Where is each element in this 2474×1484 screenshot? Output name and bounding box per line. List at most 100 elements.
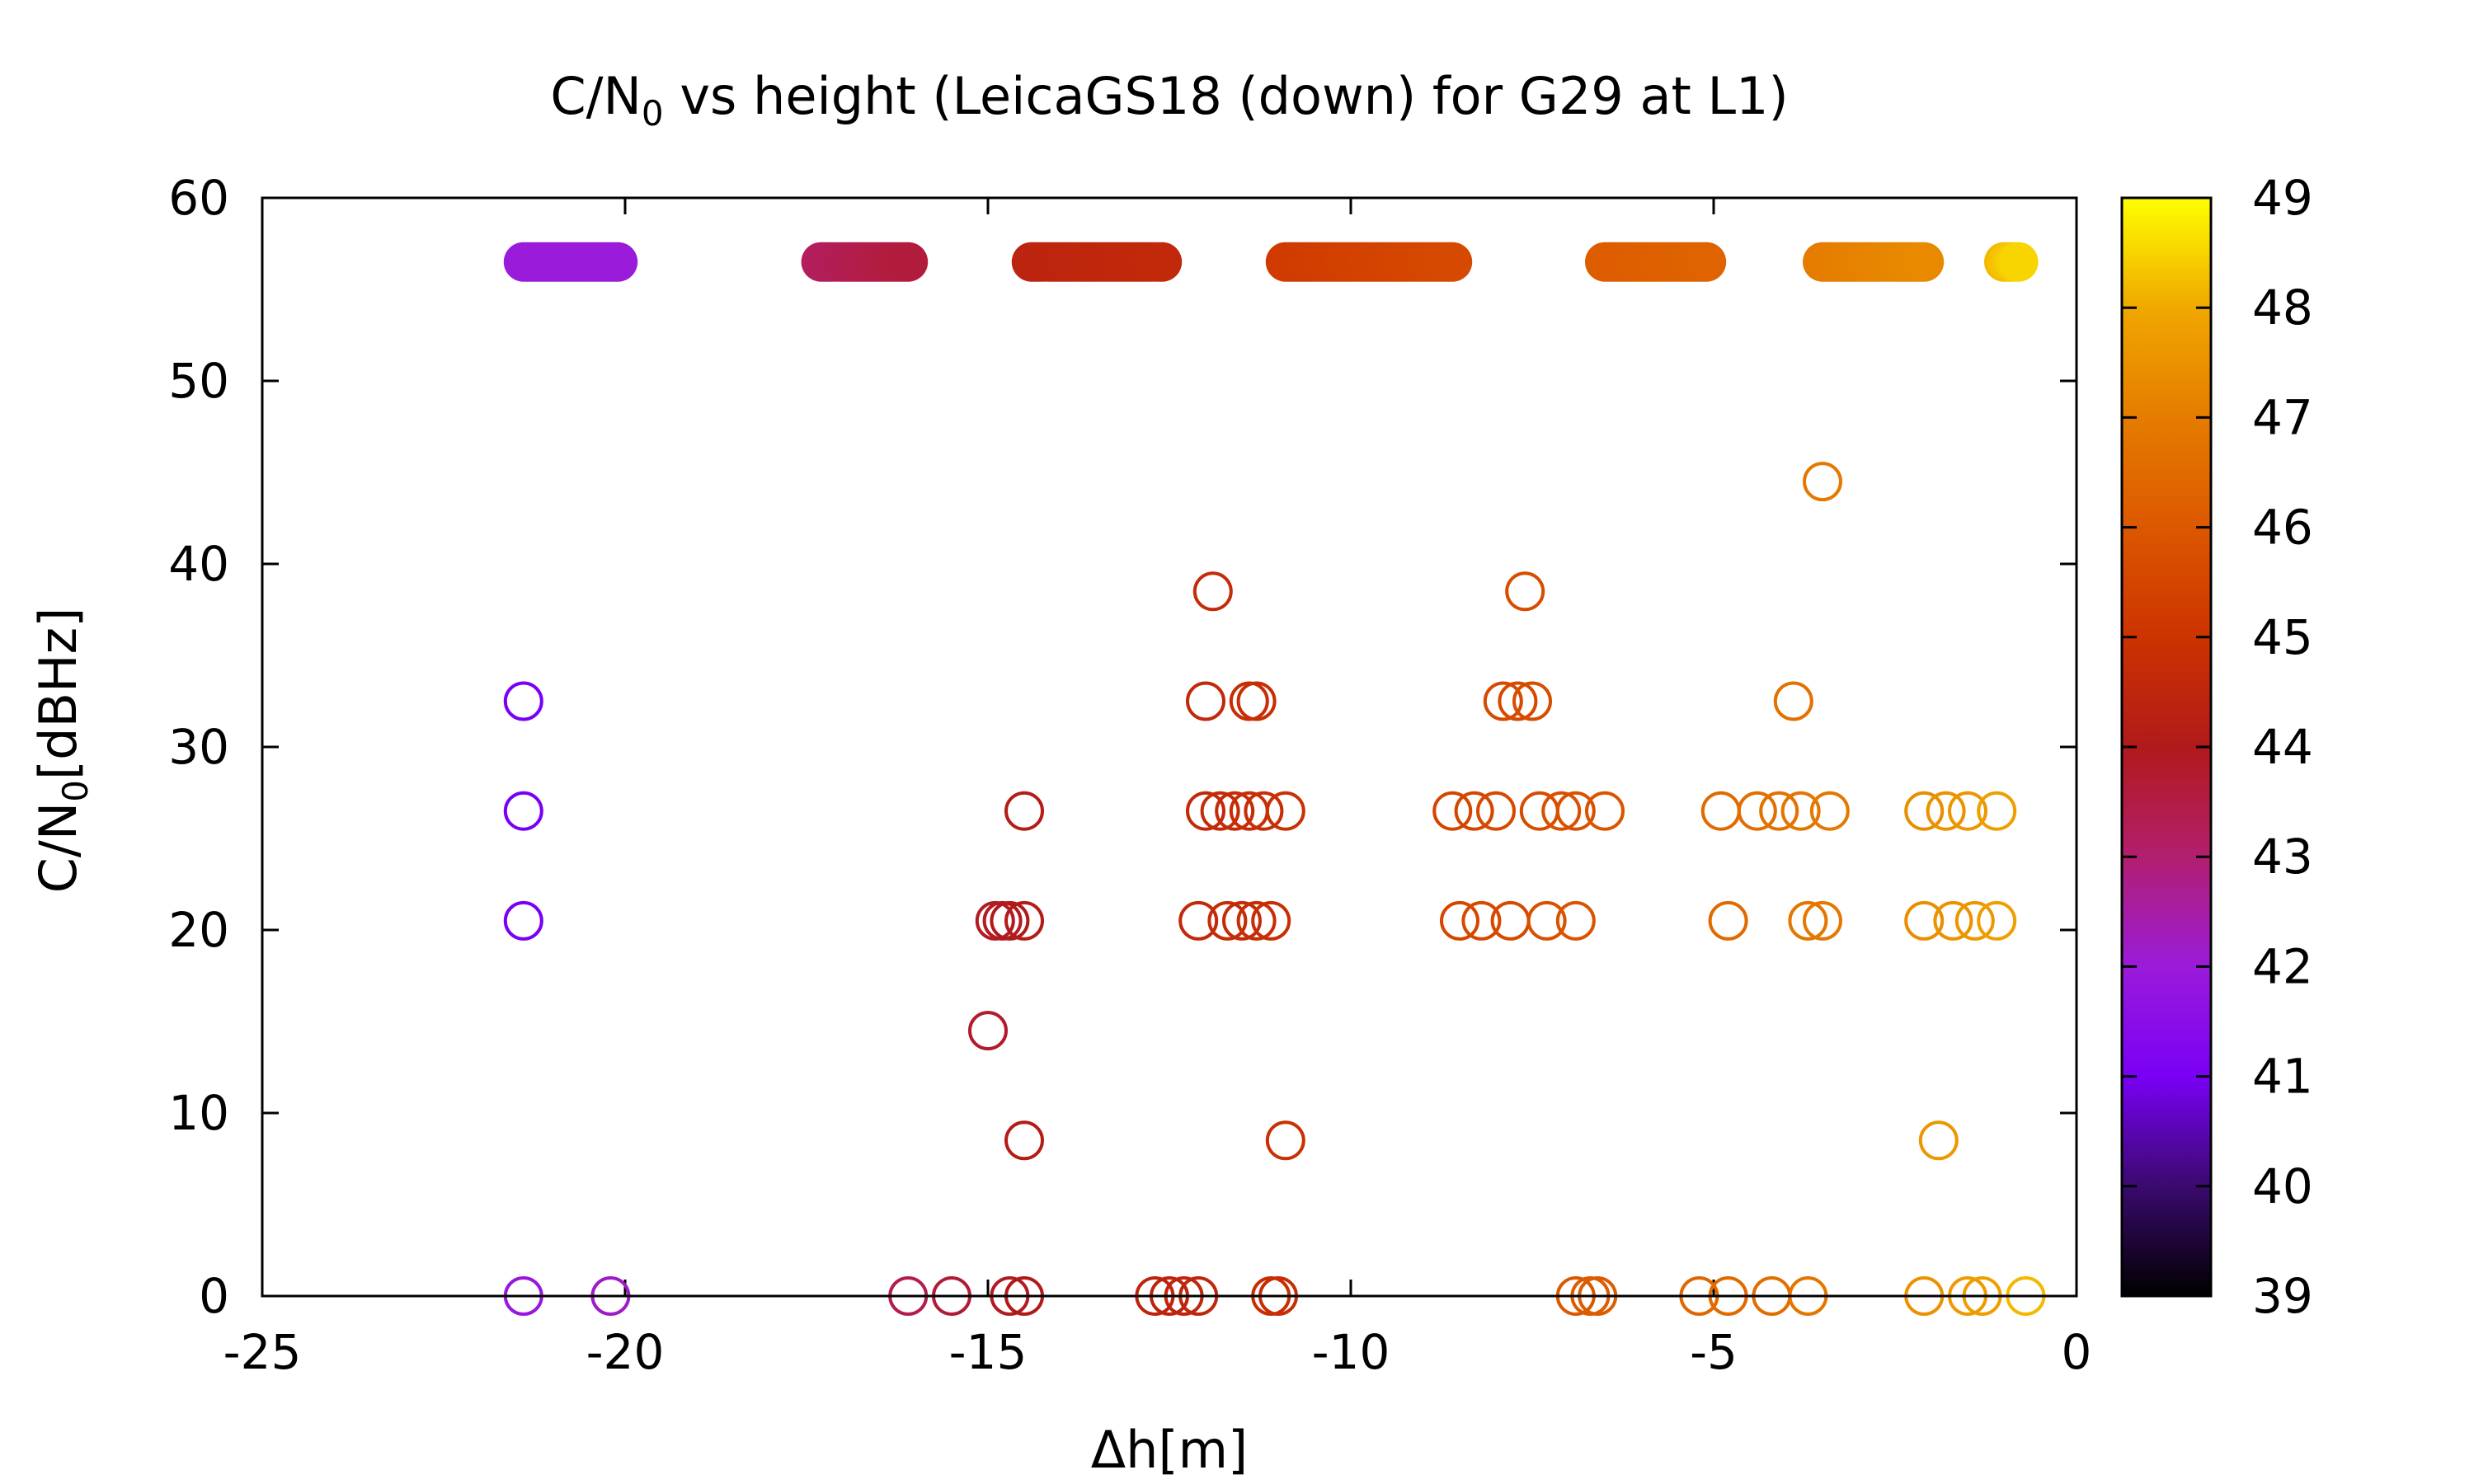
data-point xyxy=(1977,791,2017,831)
data-point xyxy=(1700,791,1741,831)
data-point xyxy=(1265,1120,1305,1161)
svg-text:Δh[m]: Δh[m] xyxy=(1091,1420,1248,1480)
data-point xyxy=(1933,900,1973,941)
data-point xyxy=(1229,681,1269,721)
data-point xyxy=(1215,791,1255,831)
data-point xyxy=(1918,1120,1959,1161)
title-main: C/N xyxy=(550,66,642,126)
data-point xyxy=(1773,681,1813,721)
data-point xyxy=(1483,681,1523,721)
title-rest: vs height (LeicaGS18 (down) for G29 at L… xyxy=(664,66,1789,126)
data-point xyxy=(1222,900,1262,941)
x-tick-label: -15 xyxy=(949,1324,1028,1380)
colorbar-tick-label: 40 xyxy=(2252,1158,2313,1214)
ylabel-rest: [dBHz] xyxy=(28,608,88,780)
y-tick-label: 20 xyxy=(168,902,229,958)
data-point xyxy=(1178,900,1219,941)
data-point xyxy=(1526,900,1567,941)
data-point xyxy=(1454,791,1494,831)
y-axis-label: C/N0[dBHz] xyxy=(28,608,96,894)
data-point xyxy=(1541,791,1582,831)
y-tick-label: 0 xyxy=(199,1268,229,1324)
x-tick-label: 0 xyxy=(2062,1324,2092,1380)
y-tick-label: 50 xyxy=(168,353,229,409)
data-point xyxy=(1251,900,1291,941)
colorbar-tick-label: 41 xyxy=(2252,1049,2313,1105)
data-points xyxy=(503,242,2046,1316)
data-point xyxy=(1004,1120,1044,1161)
data-point xyxy=(990,900,1030,941)
data-point xyxy=(1186,791,1225,831)
y-tick-label: 40 xyxy=(168,536,229,592)
data-point xyxy=(1555,791,1596,831)
data-point xyxy=(1490,900,1531,941)
x-tick-label: -25 xyxy=(223,1324,302,1380)
data-point-filled xyxy=(1686,242,1727,282)
data-point xyxy=(1759,791,1799,831)
data-point xyxy=(1004,791,1044,831)
data-point xyxy=(1737,791,1777,831)
colorbar-tick-label: 47 xyxy=(2252,389,2313,445)
data-point-filled xyxy=(1998,242,2039,282)
title-subscript: 0 xyxy=(642,93,664,134)
y-tick-label: 60 xyxy=(168,170,229,226)
data-point xyxy=(1244,791,1284,831)
colorbar-tick-label: 42 xyxy=(2252,938,2313,994)
chart-title: C/N0 vs height (LeicaGS18 (down) for G29… xyxy=(550,66,1788,134)
data-point xyxy=(1977,900,2017,941)
colorbar-tick-label: 48 xyxy=(2252,279,2313,336)
data-point-filled xyxy=(1904,242,1945,282)
data-point xyxy=(1498,681,1538,721)
data-point xyxy=(1432,791,1473,831)
data-point xyxy=(1904,791,1945,831)
data-point xyxy=(1904,900,1945,941)
data-point-filled xyxy=(1142,242,1183,282)
data-point xyxy=(1708,900,1748,941)
data-point xyxy=(503,681,543,721)
data-point xyxy=(1585,791,1625,831)
colorbar-tick-label: 45 xyxy=(2252,609,2313,665)
svg-text:C/N0[dBHz]: C/N0[dBHz] xyxy=(28,608,96,894)
data-point xyxy=(982,900,1023,941)
plot-frame xyxy=(261,196,2078,1298)
data-point-filled xyxy=(888,242,929,282)
axis-ticks: -25 -20 -15 -10 -5 0 0 10 20 30 40 50 60 xyxy=(168,170,2091,1380)
data-point xyxy=(1512,681,1552,721)
data-point xyxy=(503,900,543,941)
data-point xyxy=(1803,462,1842,502)
data-point xyxy=(1948,791,1987,831)
data-point xyxy=(1440,900,1479,941)
data-point xyxy=(1004,900,1044,941)
data-point xyxy=(1505,571,1545,612)
data-point xyxy=(1476,791,1516,831)
x-tick-label: -5 xyxy=(1690,1324,1738,1380)
data-point-filled xyxy=(1432,242,1473,282)
data-point-filled xyxy=(598,242,638,282)
data-point xyxy=(1780,791,1821,831)
colorbar-ticks: 39 40 41 42 43 44 45 46 47 48 49 xyxy=(2122,170,2313,1324)
data-point xyxy=(1809,791,1850,831)
colorbar-tick-label: 49 xyxy=(2252,170,2313,226)
data-point xyxy=(968,1011,1008,1051)
x-tick-label: -20 xyxy=(586,1324,665,1380)
x-tick-label: -10 xyxy=(1312,1324,1390,1380)
colorbar-tick-label: 46 xyxy=(2252,500,2313,556)
y-tick-label: 30 xyxy=(168,719,229,775)
data-point xyxy=(1207,900,1248,941)
colorbar-tick-label: 44 xyxy=(2252,719,2313,775)
data-point xyxy=(1192,571,1233,612)
data-point xyxy=(1186,681,1225,721)
ylabel-subscript: 0 xyxy=(55,780,96,802)
colorbar-tick-label: 39 xyxy=(2252,1268,2313,1324)
data-point xyxy=(1954,900,1995,941)
data-point xyxy=(1236,681,1277,721)
data-point xyxy=(1788,900,1828,941)
data-point xyxy=(1519,791,1559,831)
y-tick-label: 10 xyxy=(168,1085,229,1141)
x-axis-label: Δh[m] xyxy=(1091,1420,1248,1480)
data-point xyxy=(503,791,543,831)
data-point xyxy=(1236,900,1277,941)
data-point xyxy=(1200,791,1240,831)
data-point xyxy=(1926,791,1966,831)
data-point xyxy=(1803,900,1842,941)
